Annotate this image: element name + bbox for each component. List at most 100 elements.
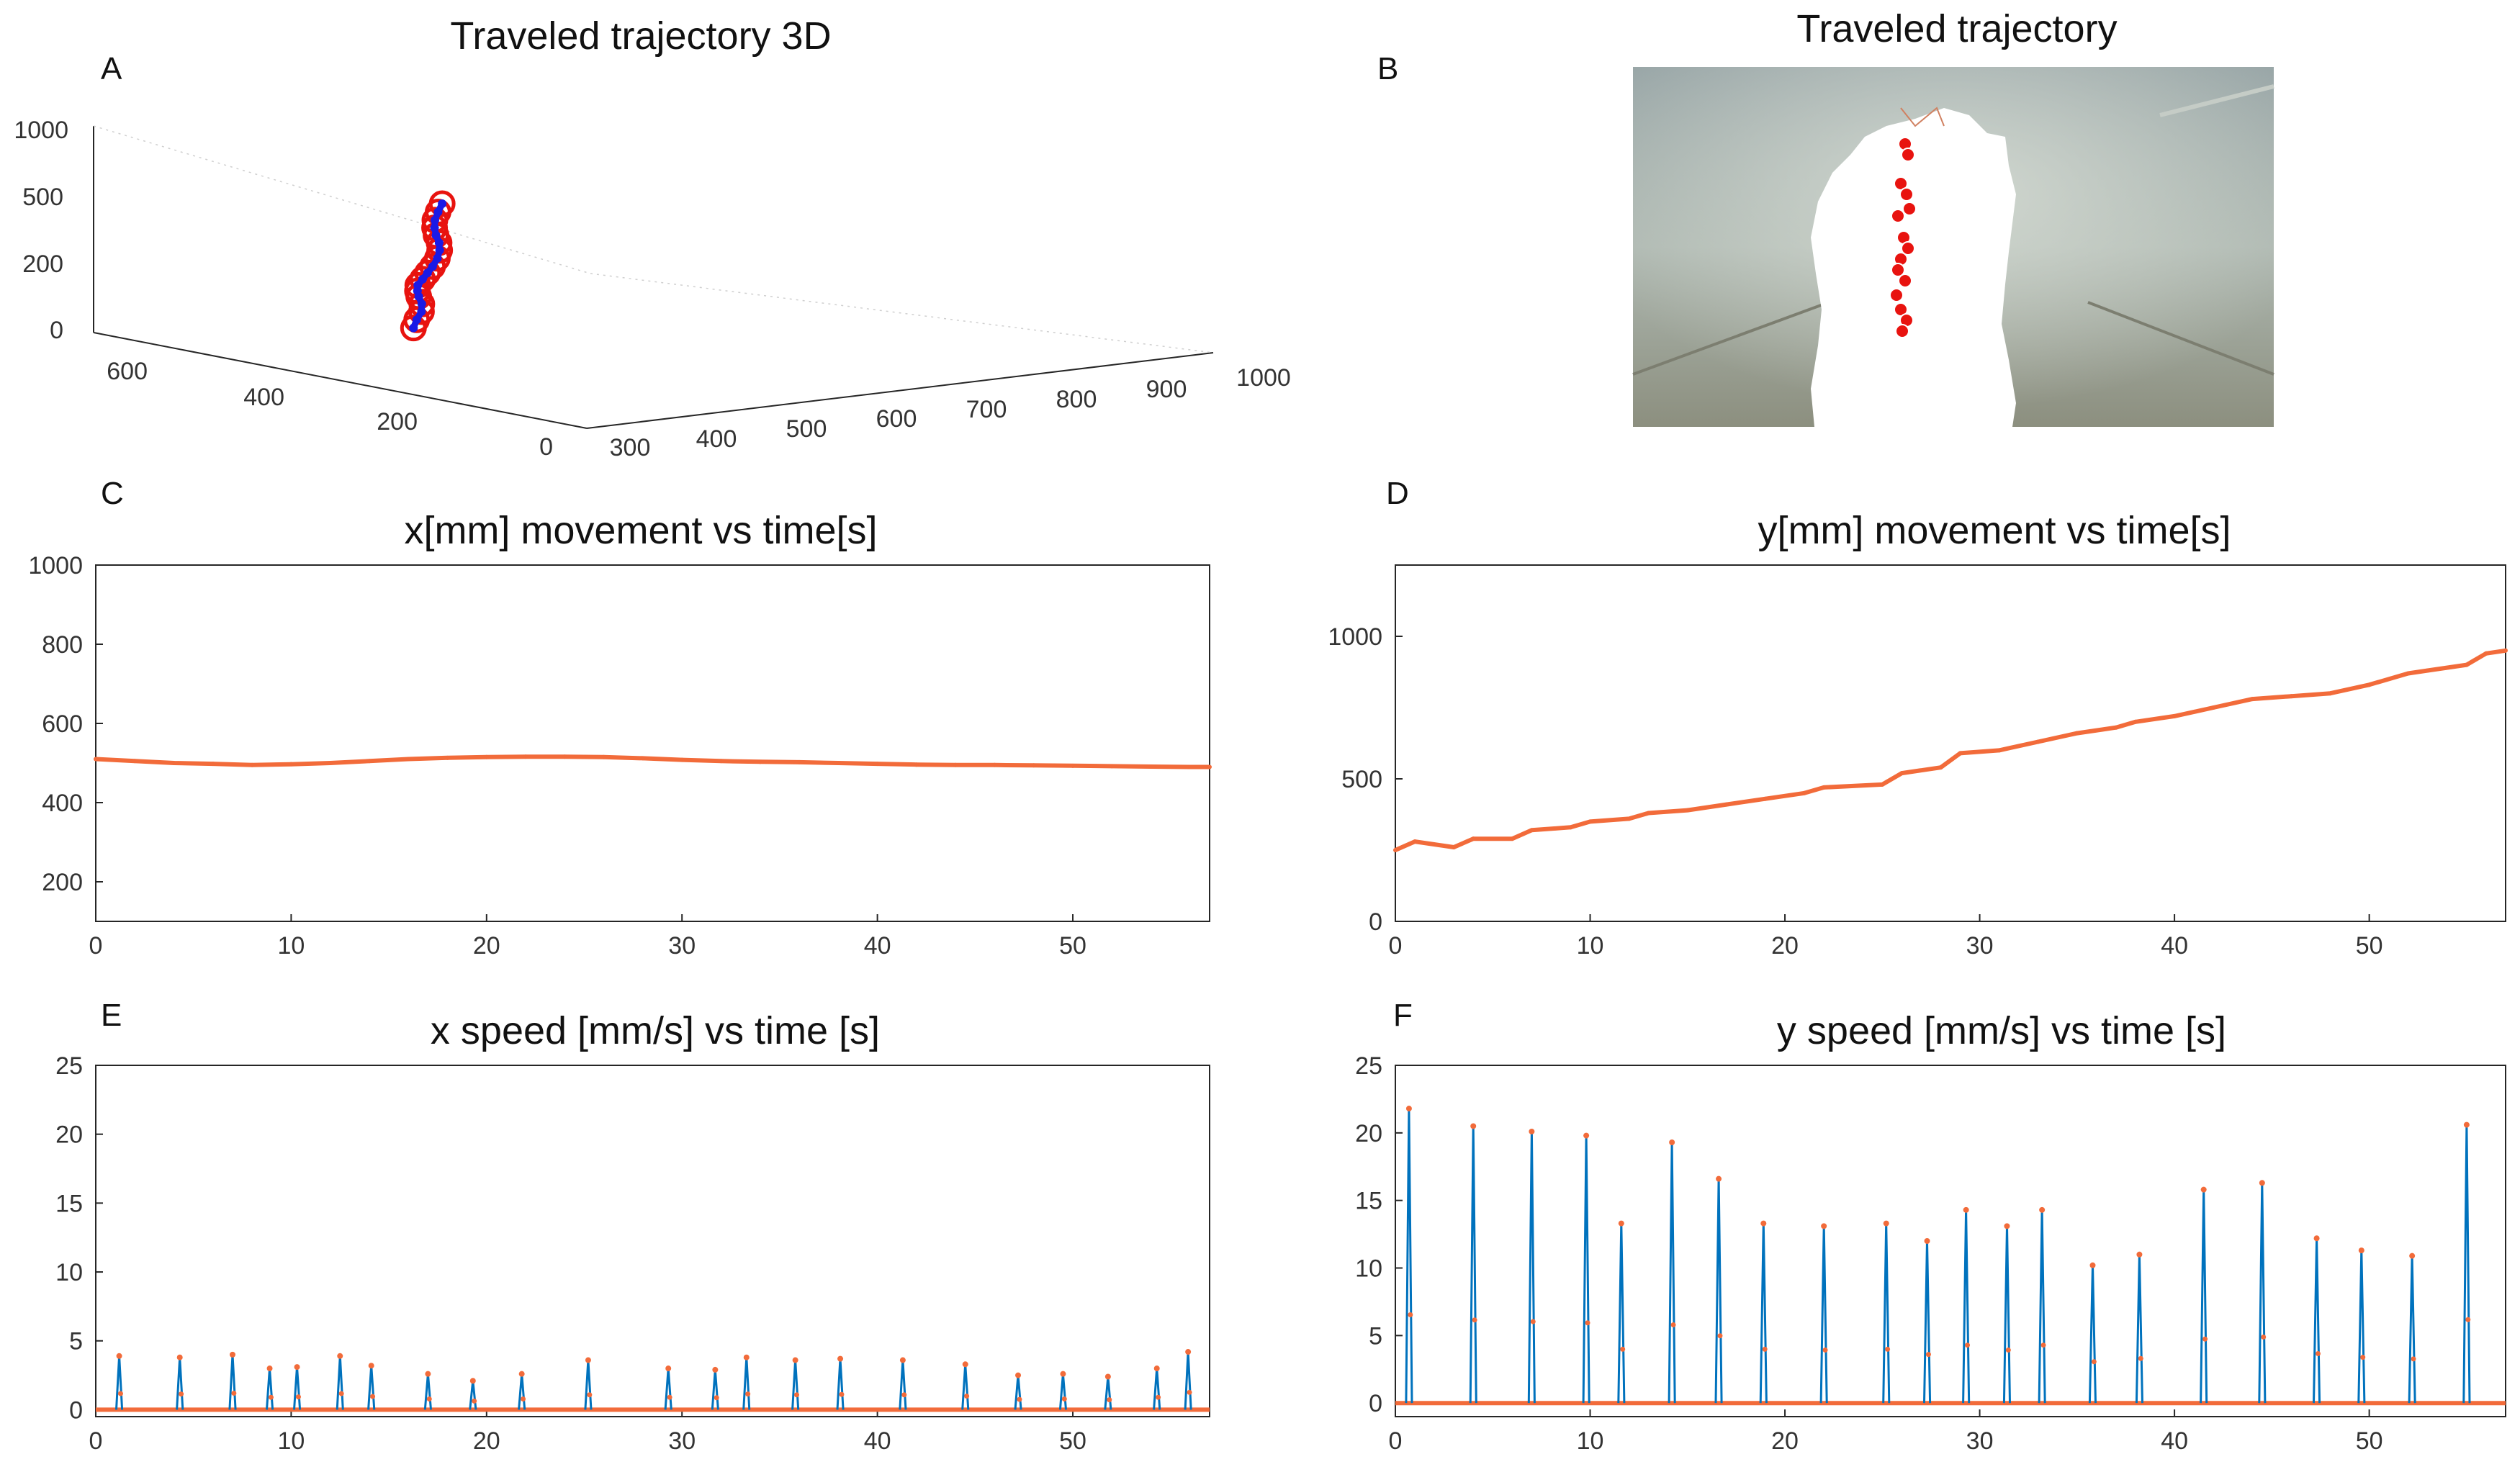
panel-label-a: A xyxy=(101,51,122,86)
data-point xyxy=(797,759,802,764)
x-tick-label: 50 xyxy=(2356,932,2383,960)
image-trajectory-point xyxy=(1895,324,1909,338)
data-point xyxy=(1110,764,1115,769)
trajectory-point xyxy=(423,268,432,278)
x-tick-label: 600 xyxy=(876,405,917,433)
y-tick-label: 200 xyxy=(42,869,83,896)
spike-peak-marker xyxy=(176,1354,183,1360)
data-point xyxy=(2367,682,2372,687)
spike-peak-marker xyxy=(1924,1238,1930,1244)
spike-peak-marker xyxy=(1963,1206,1969,1213)
plot-frame xyxy=(95,1065,1210,1417)
spike-mid-marker xyxy=(1408,1312,1413,1317)
data-point xyxy=(2483,651,2488,656)
data-point xyxy=(1529,828,1534,833)
data-point xyxy=(1880,782,1885,787)
trajectory-point xyxy=(430,223,439,233)
data-point xyxy=(562,754,567,759)
data-point xyxy=(523,754,528,759)
data-point xyxy=(1997,748,2002,753)
y-tick-label: 400 xyxy=(42,790,83,817)
spike-peak-marker xyxy=(294,1364,300,1371)
spike-peak-marker xyxy=(665,1366,672,1372)
spike-peak-marker xyxy=(792,1357,798,1363)
segmented-fish-mask xyxy=(1811,108,2016,427)
data-point xyxy=(1899,771,1904,776)
spike-mid-marker xyxy=(587,1392,593,1398)
data-point xyxy=(1685,808,1690,813)
panel-e: E x speed [mm/s] vs time [s] 0 10 20 30 40 50… xyxy=(55,998,1210,1455)
data-point xyxy=(757,759,762,764)
plot-frame xyxy=(95,564,1210,922)
chart-title-e: x speed [mm/s] vs time [s] xyxy=(431,1009,880,1052)
spike-mid-marker xyxy=(268,1394,274,1400)
spike-peak-marker xyxy=(266,1366,273,1372)
data-point xyxy=(2133,719,2138,724)
trajectory-point xyxy=(409,323,418,333)
spike-mid-marker xyxy=(1762,1346,1768,1352)
data-point xyxy=(2464,662,2469,667)
y-tick-label: 20 xyxy=(55,1121,83,1149)
data-point xyxy=(2074,731,2079,736)
spike-mid-marker xyxy=(1965,1342,1971,1348)
x-tick-label: 0 xyxy=(89,1427,103,1455)
data-point xyxy=(640,756,645,761)
image-trajectory-point xyxy=(1899,187,1914,202)
x-tick-label: 300 xyxy=(610,434,651,461)
data-point xyxy=(406,757,411,762)
spike-peak-marker xyxy=(1060,1371,1066,1377)
data-point xyxy=(445,755,450,760)
data-point xyxy=(1148,764,1153,769)
data-point xyxy=(1071,763,1076,768)
string-line xyxy=(1900,107,1945,127)
data-point xyxy=(719,759,724,764)
spike-mid-marker xyxy=(1717,1333,1723,1339)
x-tick-label: 900 xyxy=(1146,376,1187,403)
panel-label-f: F xyxy=(1393,998,1413,1033)
spike-mid-marker xyxy=(1530,1319,1536,1324)
spike-mid-marker xyxy=(1156,1394,1161,1400)
spike-peak-marker xyxy=(1153,1366,1160,1372)
data-point xyxy=(2250,697,2255,702)
spike-mid-marker xyxy=(472,1398,477,1404)
x-tick-label: 50 xyxy=(1059,1427,1086,1455)
spike-mid-marker xyxy=(714,1395,719,1401)
x-tick-label: 800 xyxy=(1056,386,1097,413)
spike-peak-marker xyxy=(2089,1262,2096,1268)
spike-mid-marker xyxy=(2091,1359,2097,1365)
x-tick-label: 0 xyxy=(89,932,103,960)
ceiling-light xyxy=(2159,84,2274,117)
spike-mid-marker xyxy=(370,1394,376,1399)
spike-mid-marker xyxy=(745,1391,751,1397)
trajectory-point xyxy=(412,315,421,325)
trajectory-point xyxy=(413,281,423,290)
spike-mid-marker xyxy=(794,1392,800,1398)
panel-label-c: C xyxy=(101,476,124,511)
data-point xyxy=(1958,751,1963,756)
y-tick-label: 25 xyxy=(1355,1052,1382,1080)
data-point xyxy=(2503,648,2508,653)
spike-peak-marker xyxy=(1470,1123,1477,1129)
grid-line xyxy=(590,273,1214,353)
data-point xyxy=(94,757,98,762)
plot-c: 0 10 20 30 40 50 200 400 600 800 1000 xyxy=(28,552,1212,960)
data-point xyxy=(2406,671,2411,676)
panel-b: B Traveled trajectory xyxy=(1377,7,2274,427)
spike-peak-marker xyxy=(1015,1372,1022,1378)
data-point xyxy=(914,762,919,767)
trajectory-point xyxy=(418,274,427,284)
x-tick-label: 20 xyxy=(1771,932,1799,960)
spike-peak-marker xyxy=(368,1363,374,1369)
spike-mid-marker xyxy=(1670,1322,1676,1328)
image-trajectory-point xyxy=(1898,274,1912,288)
x-tick-label: 30 xyxy=(1966,1427,1994,1455)
y-tick-label: 0 xyxy=(69,1396,83,1424)
y-tick-label: 0 xyxy=(1369,1390,1382,1417)
chart-title-f: y speed [mm/s] vs time [s] xyxy=(1777,1009,2226,1052)
chart-title-d: y[mm] movement vs time[s] xyxy=(1758,509,2231,552)
panel-c: C x[mm] movement vs time[s] 0 10 20 30 40 50 2… xyxy=(28,476,1212,960)
x-tick-label: 20 xyxy=(473,932,500,960)
data-point xyxy=(366,759,372,764)
chart-title-c: x[mm] movement vs time[s] xyxy=(404,509,877,552)
